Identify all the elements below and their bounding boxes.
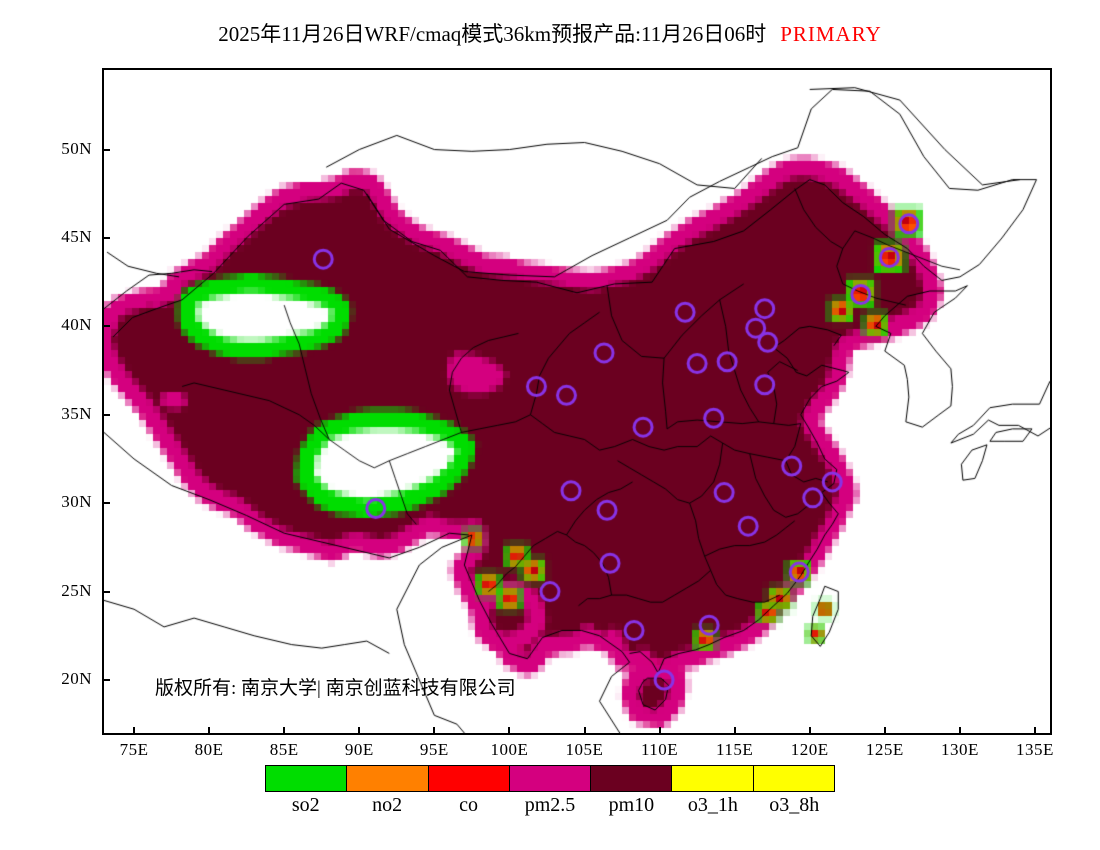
map-plot-frame — [102, 68, 1052, 735]
x-tick-90E — [358, 727, 361, 735]
map-canvas[interactable] — [104, 70, 1050, 733]
legend-swatch-pm10[interactable] — [591, 766, 673, 791]
legend-label-no2: no2 — [372, 794, 403, 816]
page-title: 2025年11月26日WRF/cmaq模式36km预报产品:11月26日06时 P… — [0, 18, 1100, 48]
y-tick-25N — [102, 590, 110, 593]
y-tick-40N — [102, 325, 110, 328]
x-axis-label-125E: 125E — [865, 740, 904, 759]
x-axis-label-90E: 90E — [344, 740, 374, 759]
legend-label-row: so2 no2 co pm2.5 pm10 o3_1h o3_8h — [265, 794, 835, 817]
y-axis-label-25N: 25N — [61, 580, 92, 600]
title-main-text: 2025年11月26日WRF/cmaq模式36km预报产品:11月26日06时 — [218, 22, 767, 46]
y-tick-50N — [102, 148, 110, 151]
y-tick-35N — [102, 413, 110, 416]
x-tick-100E — [508, 727, 511, 735]
title-primary-tag: PRIMARY — [780, 22, 882, 46]
y-axis-label-50N: 50N — [61, 138, 92, 158]
y-tick-45N — [102, 236, 110, 239]
x-tick-120E — [808, 727, 811, 735]
x-tick-110E — [658, 727, 661, 735]
x-tick-135E — [1033, 727, 1036, 735]
y-tick-30N — [102, 502, 110, 505]
x-axis-label-85E: 85E — [269, 740, 299, 759]
copyright-notice: 版权所有: 南京大学| 南京创蓝科技有限公司 — [155, 678, 516, 699]
x-tick-80E — [208, 727, 211, 735]
pollutant-legend: so2 no2 co pm2.5 pm10 o3_1h o3_8h — [265, 765, 835, 817]
legend-label-o3_8h: o3_8h — [769, 794, 820, 816]
y-axis-label-20N: 20N — [61, 668, 92, 688]
x-axis-label-75E: 75E — [119, 740, 149, 759]
x-tick-85E — [283, 727, 286, 735]
legend-swatch-o3_1h[interactable] — [672, 766, 754, 791]
x-tick-75E — [133, 727, 136, 735]
legend-swatch-co[interactable] — [428, 766, 510, 791]
legend-label-pm2_5: pm2.5 — [524, 794, 576, 816]
y-axis-label-30N: 30N — [61, 492, 92, 512]
x-tick-130E — [958, 727, 961, 735]
x-axis-label-120E: 120E — [790, 740, 829, 759]
legend-color-bar — [265, 765, 835, 792]
legend-swatch-o3_8h[interactable] — [753, 766, 834, 791]
x-axis-label-80E: 80E — [194, 740, 224, 759]
x-axis-label-135E: 135E — [1016, 740, 1054, 759]
y-axis-label-45N: 45N — [61, 226, 92, 246]
legend-swatch-pm2_5[interactable] — [509, 766, 592, 791]
y-axis-label-40N: 40N — [61, 315, 92, 335]
x-tick-125E — [883, 727, 886, 735]
x-axis-label-130E: 130E — [940, 740, 979, 759]
legend-label-co: co — [459, 794, 478, 816]
x-axis-label-105E: 105E — [565, 740, 604, 759]
legend-label-o3_1h: o3_1h — [687, 794, 738, 816]
y-tick-20N — [102, 678, 110, 681]
x-tick-105E — [583, 727, 586, 735]
legend-swatch-so2[interactable] — [266, 766, 348, 791]
x-tick-95E — [433, 727, 436, 735]
x-axis-label-95E: 95E — [419, 740, 449, 759]
x-axis-label-110E: 110E — [640, 740, 679, 759]
y-axis-label-35N: 35N — [61, 403, 92, 423]
x-axis-label-100E: 100E — [490, 740, 529, 759]
x-tick-115E — [733, 727, 736, 735]
legend-swatch-no2[interactable] — [347, 766, 429, 791]
legend-label-so2: so2 — [291, 794, 320, 816]
x-axis-label-115E: 115E — [716, 740, 754, 759]
legend-label-pm10: pm10 — [608, 794, 655, 816]
